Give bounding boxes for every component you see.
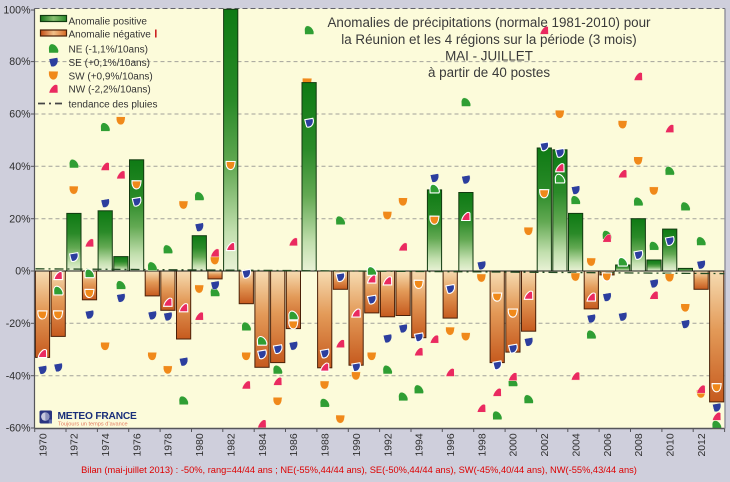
svg-text:2004: 2004 [571,433,582,456]
svg-text:la Réunion et les 4 régions su: la Réunion et les 4 régions sur la pério… [341,32,637,47]
svg-text:tendance des pluies: tendance des pluies [69,100,158,111]
svg-text:40%: 40% [9,161,31,173]
svg-text:Toujours un temps d’avance: Toujours un temps d’avance [58,422,128,428]
svg-text:1992: 1992 [383,433,394,456]
svg-text:-60%: -60% [6,423,31,435]
svg-text:Anomalies de précipitations (n: Anomalies de précipitations (normale 198… [327,15,651,30]
svg-text:100%: 100% [3,5,31,17]
svg-text:1982: 1982 [227,433,238,456]
svg-text:80%: 80% [9,56,31,68]
svg-text:1988: 1988 [321,433,332,456]
svg-text:1978: 1978 [164,433,175,456]
svg-text:2000: 2000 [509,433,520,456]
svg-text:1994: 1994 [415,433,426,456]
svg-text:1986: 1986 [289,433,300,456]
svg-text:1998: 1998 [477,433,488,456]
svg-text:-20%: -20% [6,318,31,330]
svg-text:20%: 20% [9,213,31,225]
svg-text:METEO FRANCE: METEO FRANCE [58,411,138,422]
svg-text:1972: 1972 [70,433,81,456]
svg-text:1976: 1976 [132,433,143,456]
svg-text:MAI - JUILLET: MAI - JUILLET [445,49,533,64]
svg-text:Bilan (mai-juillet 2013) : -50: Bilan (mai-juillet 2013) : -50%, rang=44… [81,465,637,475]
svg-text:-40%: -40% [6,370,31,382]
svg-text:2006: 2006 [603,433,614,456]
svg-text:Anomalie positive: Anomalie positive [69,17,148,28]
svg-text:1996: 1996 [446,433,457,456]
svg-text:NW (-2,2%/10ans): NW (-2,2%/10ans) [69,85,151,96]
svg-text:2010: 2010 [666,433,677,456]
svg-text:NE (-1,1%/10ans): NE (-1,1%/10ans) [69,45,148,56]
svg-text:à partir de 40 postes: à partir de 40 postes [428,65,550,80]
svg-text:SE (+0,1%/10ans): SE (+0,1%/10ans) [69,58,150,69]
svg-text:0%: 0% [15,266,31,278]
svg-text:1980: 1980 [195,433,206,456]
svg-text:1984: 1984 [258,433,269,456]
svg-text:1970: 1970 [38,433,49,456]
svg-text:1990: 1990 [352,433,363,456]
svg-text:Anomalie négative: Anomalie négative [69,30,152,41]
svg-text:60%: 60% [9,109,31,121]
svg-text:2008: 2008 [634,433,645,456]
svg-text:2002: 2002 [540,433,551,456]
svg-text:1974: 1974 [101,433,112,456]
svg-text:2012: 2012 [697,433,708,456]
svg-text:SW (+0,9%/10ans): SW (+0,9%/10ans) [69,71,153,82]
